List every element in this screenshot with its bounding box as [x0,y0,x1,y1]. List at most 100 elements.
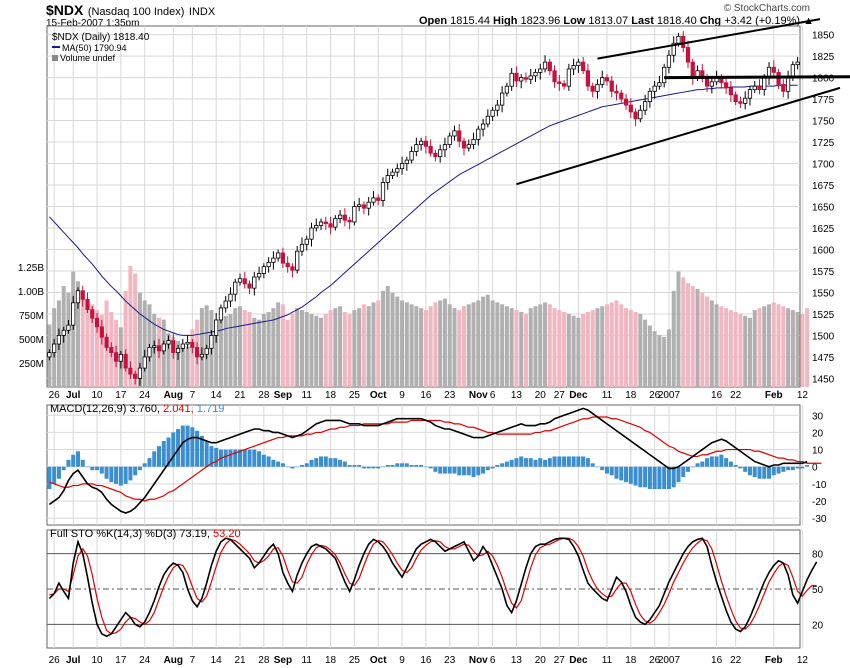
macd-histogram-bar [195,430,200,467]
date-tick-label: Dec [569,655,588,666]
date-tick-label: 24 [139,390,151,401]
macd-histogram-bar [309,459,314,467]
volume-bar [238,306,243,387]
volume-bar [747,317,752,387]
site-credit[interactable]: © StockCharts.com [723,3,810,14]
macd-histogram-bar [743,466,748,472]
macd-histogram-bar [752,466,757,477]
candle-body [571,65,576,70]
sto-k-line [48,537,818,638]
macd-histogram-bar [481,466,486,474]
date-tick-label: 12 [797,390,809,401]
candle-body [690,61,695,78]
macd-histogram-bar [738,466,743,469]
candle-body [623,98,629,106]
macd-histogram-bar [395,463,400,467]
candle-body [295,250,300,271]
candle-body [109,347,114,354]
macd-histogram-bar [514,458,519,467]
candle-body [214,319,219,336]
candle-body [752,85,757,91]
macd-histogram-bar [233,449,238,467]
candle-body [519,77,524,82]
volume-bar [414,306,419,387]
volume-bar [85,300,90,387]
candle-body [414,144,419,152]
volume-bar [466,304,471,387]
volume-bar [805,308,810,387]
date-tick-label: 21 [234,655,246,666]
candle-body [666,54,672,68]
volume-bar [271,308,276,387]
date-tick-label: 27 [554,390,566,401]
volume-bar [404,302,409,387]
macd-histogram-bar [457,466,462,476]
date-tick-label: 20 [535,655,547,666]
date-tick-label: 23 [444,390,456,401]
volume-bar [504,306,509,387]
volume-bar [185,346,190,387]
macd-histogram-bar [276,461,281,467]
macd-histogram-bar [500,463,505,467]
macd-histogram-bar [419,465,424,467]
volume-bar [514,310,519,387]
candle-body [566,68,571,87]
macd-histogram-bar [686,466,691,472]
candle-body [747,89,753,99]
date-tick-label: 10 [91,655,103,666]
candle-body [585,70,591,87]
volume-bar [452,308,457,387]
candle-body [619,92,624,100]
macd-histogram-bar [633,466,638,486]
candle-body [323,221,328,225]
macd-histogram-bar [543,459,548,467]
macd-histogram-bar [209,446,214,467]
candle-body [399,163,405,170]
volume-bar [762,306,767,387]
macd-histogram-bar [490,466,495,469]
volume-bar [99,314,104,387]
macd-histogram-bar [519,456,524,467]
volume-bar [528,308,533,387]
candle-body [252,276,257,289]
candle-body [423,140,428,147]
volume-bar [519,312,524,387]
candle-body [299,243,305,252]
volume-bar [533,306,538,387]
date-tick-label: 28 [258,655,270,666]
macd-panel: -30 -20 -10 0 10 20 30 [46,404,827,526]
volume-bar [609,302,614,387]
volume-bar [333,308,338,387]
macd-histogram-bar [271,459,276,467]
date-tick-label: Oct [370,390,387,401]
macd-line [48,407,808,514]
candle-body [466,144,471,149]
price-tick-label: 1575 [812,267,835,278]
sto-tick-label: 50 [812,585,824,596]
macd-histogram-bar [238,449,243,467]
volume-bar [790,310,795,387]
date-tick-label: 26 [649,390,661,401]
volume-bar [228,313,233,387]
candle-body [438,149,443,158]
candle-body [523,77,529,80]
macd-histogram-bar [619,466,624,481]
candle-body [223,300,228,309]
price-tick-label: 1625 [812,224,835,235]
volume-bar [757,308,762,387]
macd-histogram-bar [152,451,157,467]
date-tick-label: 16 [420,655,432,666]
candle-body [256,273,262,278]
candle-body [642,101,648,111]
date-tick-label: Aug [164,390,183,401]
date-tick-label: Jul [66,390,81,401]
sto-legend-v2: 53.20 [213,528,241,540]
macd-histogram-bar [223,449,228,467]
date-tick-label: Sep [274,390,292,401]
macd-histogram-bar [628,466,633,484]
volume-bar [290,313,295,387]
candle-body [495,104,500,111]
candle-body [342,214,347,221]
macd-histogram-bar [199,435,204,467]
date-tick-label: 7 [190,655,196,666]
